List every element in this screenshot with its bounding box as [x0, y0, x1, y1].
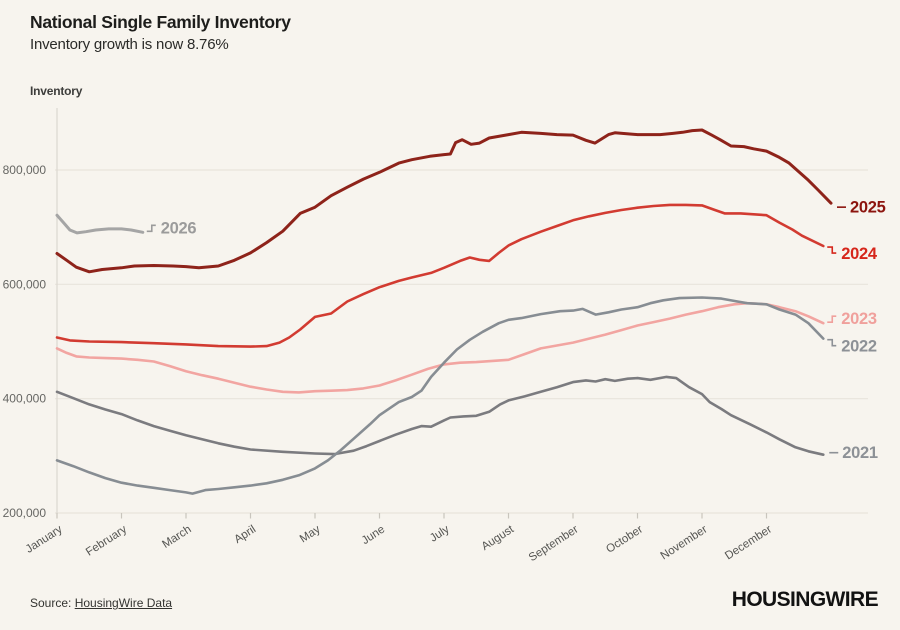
- x-axis-label-october: October: [604, 523, 645, 555]
- y-axis-tick-label-800000: 800,000: [3, 163, 47, 177]
- source-label: Source:: [30, 596, 72, 610]
- series-line-2023: [55, 301, 825, 394]
- series-label-connector-2023: [827, 315, 837, 324]
- series-label-2026: 2026: [161, 219, 197, 237]
- series-line-2021: [55, 375, 825, 457]
- series-label-connector-2024: [827, 246, 837, 254]
- x-axis-label-september: September: [527, 523, 581, 564]
- series-label-2024: 2024: [841, 245, 878, 263]
- x-axis-label-november: November: [659, 523, 710, 562]
- chart-title: National Single Family Inventory: [30, 12, 291, 32]
- series-line-2026: [55, 213, 145, 235]
- x-axis-label-march: March: [160, 523, 193, 550]
- chart-subtitle: Inventory growth is now 8.76%: [30, 36, 229, 53]
- source-attribution: Source: HousingWire Data: [30, 596, 172, 610]
- series-label-2022: 2022: [841, 338, 877, 356]
- y-axis-tick-label-400000: 400,000: [3, 392, 47, 406]
- x-axis-label-december: December: [723, 523, 774, 562]
- x-axis-label-february: February: [84, 523, 129, 558]
- x-axis-label-june: June: [360, 523, 387, 547]
- x-axis-label-august: August: [480, 523, 517, 553]
- y-axis-tick-label-200000: 200,000: [3, 506, 47, 520]
- series-label-2025: 2025: [850, 199, 886, 217]
- x-axis-label-january: January: [24, 523, 65, 555]
- inventory-line-chart: 200,000 400,000 600,000 800,000 January Febru…: [3, 108, 886, 564]
- x-axis-label-may: May: [298, 523, 323, 545]
- y-axis-title: Inventory: [30, 84, 83, 98]
- series-line-2025: [55, 128, 833, 274]
- series-label-connector-2026: [146, 224, 156, 233]
- series-label-2021: 2021: [842, 444, 878, 462]
- y-axis-tick-label-600000: 600,000: [3, 277, 47, 291]
- series-label-2023: 2023: [841, 310, 877, 328]
- x-axis-label-april: April: [232, 523, 258, 546]
- x-axis-label-july: July: [428, 523, 452, 544]
- series-label-connector-2022: [827, 338, 837, 347]
- housingwire-logo: HOUSINGWIRE: [731, 588, 879, 611]
- source-link[interactable]: HousingWire Data: [74, 596, 173, 610]
- series-line-2022: [55, 296, 825, 495]
- series-line-2024: [55, 203, 825, 348]
